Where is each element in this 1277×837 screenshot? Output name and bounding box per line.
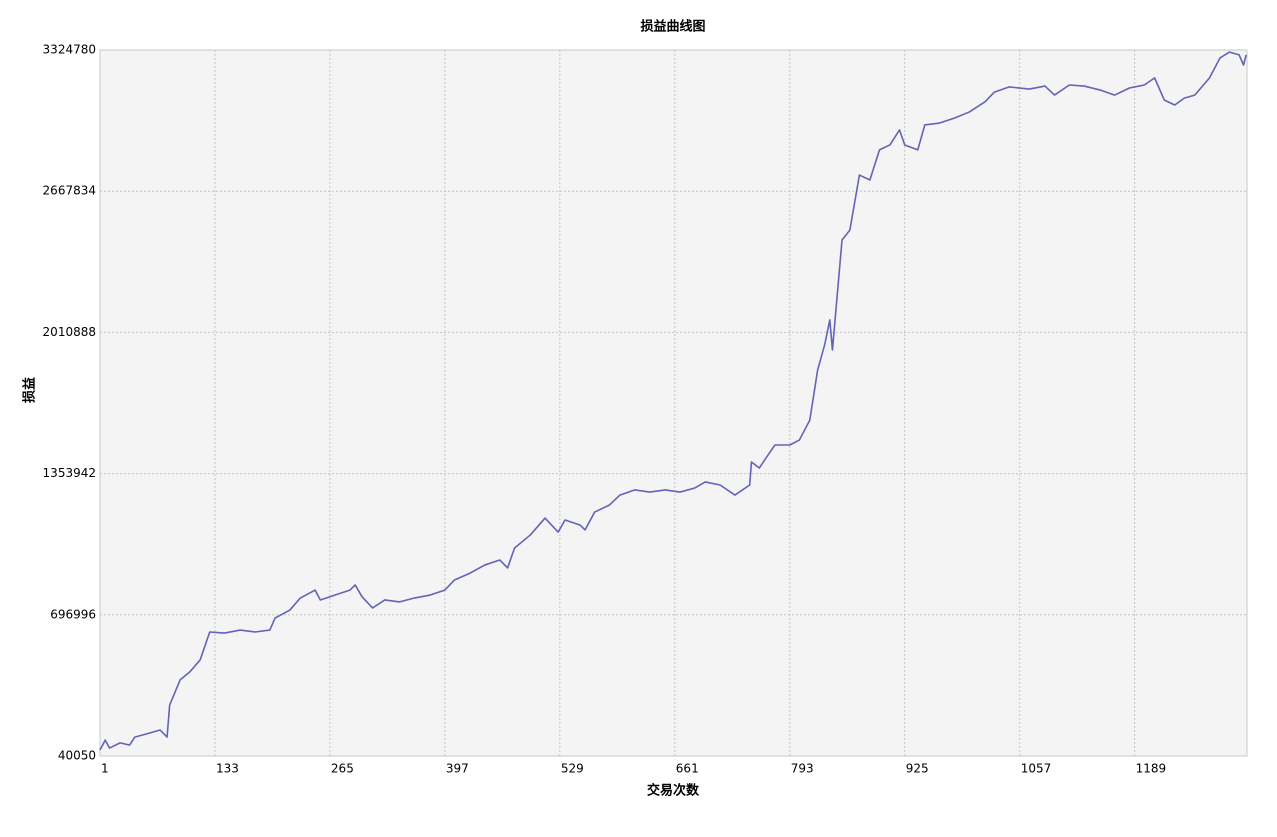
y-tick-label: 2010888: [43, 325, 96, 339]
x-tick-label: 397: [446, 762, 469, 776]
y-tick-label: 1353942: [43, 466, 96, 480]
x-tick-label: 1: [101, 762, 109, 776]
x-tick-label: 793: [791, 762, 814, 776]
plot-area: [100, 50, 1247, 756]
x-axis-label: 交易次数: [647, 783, 700, 799]
x-tick-label: 133: [216, 762, 239, 776]
plot-border: [99, 49, 1248, 757]
x-tick-label: 1189: [1136, 762, 1167, 776]
y-tick-label: 2667834: [43, 184, 96, 198]
line: [99, 51, 1247, 751]
x-tick-label: 661: [676, 762, 699, 776]
x-tick-label: 925: [906, 762, 929, 776]
y-axis-label: 损益: [22, 377, 38, 403]
y-tick-label: 40050: [58, 749, 96, 763]
x-tick-label: 529: [561, 762, 584, 776]
x-tick-label: 1057: [1021, 762, 1052, 776]
y-tick-label: 696996: [50, 607, 96, 621]
y-tick-label: 3324780: [43, 43, 96, 57]
x-tick-label: 265: [331, 762, 354, 776]
chart-title: 损益曲线图: [640, 19, 705, 35]
